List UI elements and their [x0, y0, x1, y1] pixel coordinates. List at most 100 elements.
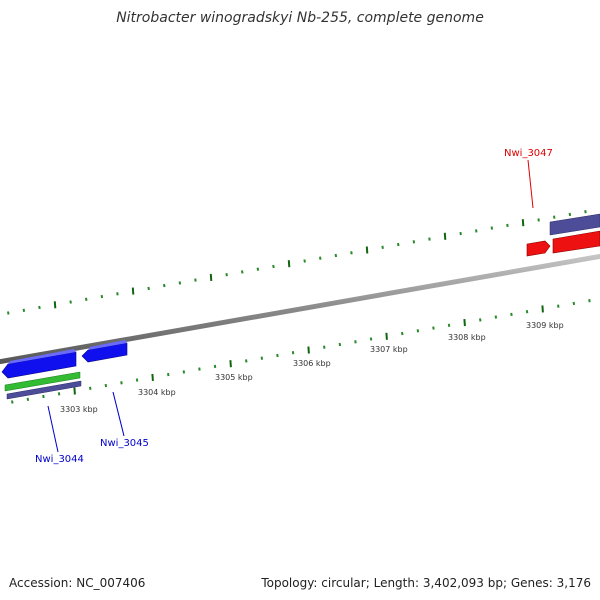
genome-stats: Topology: circular; Length: 3,402,093 bp…: [261, 576, 591, 590]
scale-tick-minor: [182, 370, 186, 374]
tick-label-3306: 3306 kbp: [293, 359, 331, 368]
scale-tick-minor: [147, 286, 150, 291]
leader-line-nwi-3047: [527, 159, 534, 209]
scale-tick-minor: [85, 297, 88, 301]
scale-tick-minor: [334, 253, 338, 258]
scale-tick-minor: [537, 218, 540, 222]
scale-tick-minor: [381, 245, 384, 249]
scale-tick-minor: [178, 281, 182, 285]
scale-tick-minor: [319, 256, 322, 260]
scale-tick-major: [287, 260, 291, 268]
scale-tick-major: [307, 346, 310, 354]
scale-tick-major: [209, 273, 213, 281]
scale-tick-major: [131, 287, 135, 295]
scale-tick-minor: [260, 356, 264, 360]
gene-block-red-right[interactable]: [552, 230, 600, 254]
scale-tick-minor: [303, 259, 306, 263]
gene-nwi-3045[interactable]: [81, 340, 128, 363]
scale-tick-minor: [256, 267, 260, 271]
topology-label: Topology:: [261, 576, 318, 590]
scale-tick-minor: [198, 367, 201, 371]
leader-line-nwi-3045: [112, 391, 125, 437]
scale-tick-minor: [412, 240, 416, 244]
scale-tick-minor: [163, 283, 166, 288]
scale-tick-minor: [401, 331, 404, 336]
tick-label-3305: 3305 kbp: [215, 373, 253, 382]
scale-tick-minor: [479, 318, 482, 322]
scale-tick-minor: [104, 383, 108, 388]
scale-tick-minor: [272, 264, 275, 269]
scale-tick-minor: [350, 251, 353, 255]
gene-arrow-highlight: [88, 340, 127, 350]
gene-block-purple-left[interactable]: [6, 380, 82, 400]
accession-value: NC_007406: [76, 576, 146, 590]
accession-info: Accession: NC_007406: [9, 576, 145, 590]
scale-tick-minor: [167, 372, 170, 377]
scale-tick-major: [229, 360, 232, 368]
scale-tick-minor: [11, 400, 14, 404]
gene-block-purple-right[interactable]: [549, 213, 600, 236]
gene-block-green[interactable]: [4, 371, 81, 392]
scale-tick-minor: [116, 292, 119, 296]
scale-tick-minor: [369, 337, 373, 341]
gene-label-nwi-3045[interactable]: Nwi_3045: [100, 438, 149, 449]
scale-tick-minor: [447, 323, 451, 327]
map-title: Nitrobacter winogradskyi Nb-255, complet…: [116, 10, 484, 26]
scale-tick-minor: [354, 340, 357, 344]
scale-tick-major: [151, 373, 154, 381]
scale-tick-minor: [557, 304, 560, 308]
scale-tick-minor: [38, 305, 41, 310]
scale-tick-minor: [568, 212, 572, 217]
tick-label-3309: 3309 kbp: [526, 321, 564, 330]
scale-tick-minor: [7, 311, 10, 315]
scale-tick-minor: [291, 351, 295, 355]
lower-scale-ticks: [11, 299, 591, 404]
scale-tick-minor: [120, 381, 123, 385]
accession-label: Accession:: [9, 576, 73, 590]
gene-nwi-3044[interactable]: [1, 349, 77, 379]
gene-arrow-nwi-3045[interactable]: [81, 342, 128, 363]
scale-tick-minor: [225, 273, 228, 277]
upper-scale-ticks: [7, 210, 587, 315]
scale-tick-minor: [525, 310, 529, 314]
tick-label-3308: 3308 kbp: [448, 333, 486, 342]
genes-label: Genes:: [510, 576, 553, 590]
tick-label-3307: 3307 kbp: [370, 345, 408, 354]
gene-label-nwi-3044[interactable]: Nwi_3044: [35, 454, 84, 465]
scale-tick-minor: [135, 378, 139, 382]
scale-tick-minor: [553, 215, 556, 219]
scale-tick-minor: [241, 270, 244, 274]
scale-tick-minor: [22, 308, 26, 312]
genome-backbone: [0, 253, 600, 365]
scale-tick-minor: [494, 315, 498, 319]
leader-line-nwi-3044: [47, 405, 59, 453]
scale-tick-minor: [588, 299, 591, 303]
genes-value: 3,176: [556, 576, 591, 590]
gene-label-nwi-3047[interactable]: Nwi_3047: [504, 148, 553, 159]
scale-tick-minor: [506, 223, 509, 228]
scale-tick-minor: [490, 226, 494, 230]
scale-tick-major: [463, 319, 466, 327]
scale-tick-minor: [416, 329, 420, 333]
gene-nwi-3047[interactable]: [526, 240, 551, 257]
scale-tick-minor: [428, 237, 431, 241]
scale-tick-minor: [572, 301, 576, 306]
scale-tick-minor: [459, 231, 462, 236]
scale-tick-minor: [194, 278, 197, 282]
scale-tick-major: [53, 301, 57, 309]
scale-tick-minor: [42, 394, 45, 399]
scale-tick-minor: [432, 326, 435, 330]
scale-tick-minor: [245, 359, 248, 363]
tick-label-3303: 3303 kbp: [60, 405, 98, 414]
gene-arrow-nwi-3047[interactable]: [526, 240, 551, 257]
scale-tick-minor: [100, 294, 104, 299]
tick-label-3304: 3304 kbp: [138, 388, 176, 397]
scale-tick-minor: [323, 345, 326, 349]
scale-tick-major: [541, 305, 544, 313]
scale-labels: 3303 kbp 3304 kbp 3305 kbp 3306 kbp 3307…: [60, 321, 564, 414]
scale-tick-minor: [89, 386, 92, 390]
gene-arrow-highlight: [8, 349, 76, 364]
scale-tick-major: [443, 232, 447, 240]
